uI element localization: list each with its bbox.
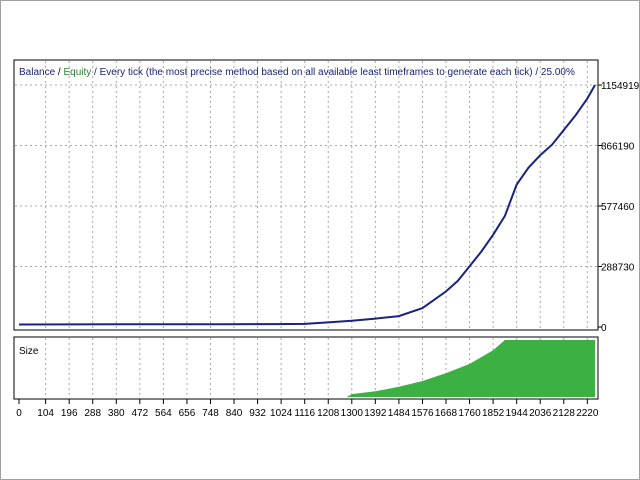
legend-equity: Equity [63, 67, 91, 78]
x-tick-label: 840 [226, 408, 243, 419]
size-label: Size [19, 346, 39, 357]
x-tick-label: 1392 [364, 408, 387, 419]
x-tick-label: 748 [202, 408, 219, 419]
main-y-axis: 0 288730 577460 866190 1154919 [598, 81, 640, 334]
x-tick-label: 1484 [388, 408, 411, 419]
main-grid [15, 61, 597, 329]
y-tick-label: 577460 [601, 202, 635, 213]
x-tick-label: 1668 [435, 408, 458, 419]
x-tick-label: 196 [61, 408, 78, 419]
x-tick-label: 2128 [553, 408, 576, 419]
size-area [19, 340, 595, 397]
legend-balance: Balance [19, 67, 56, 78]
balance-plot-area [13, 59, 599, 331]
x-tick-label: 2036 [529, 408, 552, 419]
y-tick-label: 288730 [601, 262, 635, 273]
y-tick-label: 0 [601, 323, 607, 334]
legend-separator: / [55, 67, 63, 78]
x-tick-label: 1852 [482, 408, 505, 419]
x-tick-label: 104 [37, 408, 54, 419]
legend: Balance / Equity / Every tick (the most … [19, 67, 575, 78]
x-tick-label: 380 [108, 408, 125, 419]
x-axis: 0 104 196 288 380 472 564 656 748 840 932 1024 1116 1… [16, 399, 599, 419]
balance-line [18, 84, 596, 326]
x-tick-label: 1024 [270, 408, 293, 419]
x-tick-label: 288 [84, 408, 101, 419]
x-tick-label: 656 [179, 408, 196, 419]
y-tick-label: 866190 [601, 141, 635, 152]
x-tick-label: 472 [131, 408, 148, 419]
x-tick-label: 1116 [294, 408, 315, 419]
x-tick-label: 932 [249, 408, 266, 419]
x-tick-label: 1576 [411, 408, 434, 419]
y-tick-label: 1154919 [601, 81, 640, 92]
x-tick-label: 2220 [576, 408, 599, 419]
x-tick-label: 1944 [506, 408, 529, 419]
x-tick-label: 0 [16, 408, 22, 419]
x-tick-label: 1300 [341, 408, 364, 419]
legend-test-info: / Every tick (the most precise method ba… [91, 67, 575, 78]
x-tick-label: 564 [155, 408, 172, 419]
x-tick-label: 1760 [458, 408, 481, 419]
x-tick-label: 1208 [317, 408, 340, 419]
